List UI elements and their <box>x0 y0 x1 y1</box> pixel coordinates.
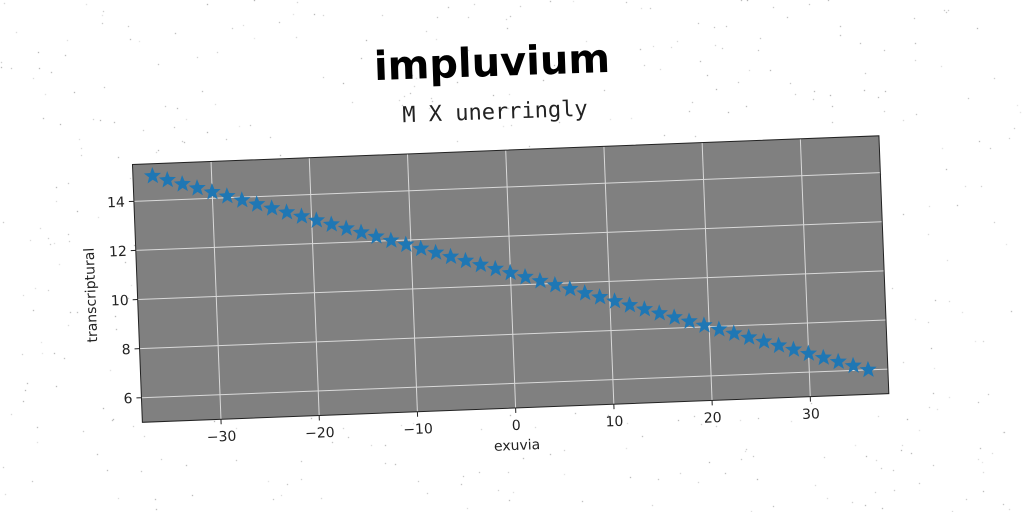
data-point <box>755 332 773 350</box>
y-grid-line <box>137 270 885 301</box>
x-tick-label: −20 <box>305 425 335 442</box>
y-tick-label: 12 <box>109 244 127 261</box>
data-point <box>188 179 206 196</box>
x-tick-label: 30 <box>802 406 820 423</box>
data-point <box>293 207 311 224</box>
x-grid-line <box>210 161 222 420</box>
x-grid-line <box>406 153 418 412</box>
data-point <box>367 227 385 245</box>
data-point <box>859 360 877 378</box>
y-tick-label: 14 <box>107 195 126 212</box>
data-point <box>143 167 162 184</box>
data-point <box>785 340 803 358</box>
data-point <box>263 199 281 216</box>
x-grid-line <box>701 142 713 401</box>
x-axis-label: exuvia <box>494 437 541 455</box>
grid-lines <box>133 138 888 420</box>
data-point <box>352 223 370 241</box>
data-point <box>680 312 698 329</box>
plot-area-group: −30 −20 −10 0 10 20 30 6 8 10 12 14 exuvia transcri… <box>82 135 890 455</box>
data-point <box>307 211 326 228</box>
data-point <box>397 235 415 253</box>
y-grid-line <box>139 319 887 350</box>
data-point <box>606 292 624 309</box>
data-point <box>725 324 743 341</box>
tick-labels: −30 −20 −10 0 10 20 30 6 8 10 12 14 <box>107 195 820 446</box>
x-grid-line <box>505 150 517 408</box>
data-point <box>665 308 683 325</box>
x-tick-label: 20 <box>704 410 722 427</box>
data-point <box>412 239 430 257</box>
data-point <box>337 219 355 236</box>
data-point <box>457 251 475 269</box>
data-point <box>829 352 847 370</box>
data-point <box>710 320 728 337</box>
data-point <box>442 247 460 265</box>
y-grid-line <box>135 221 883 251</box>
x-tick-label: 10 <box>605 414 623 431</box>
data-point <box>382 231 400 249</box>
x-tick-label: −10 <box>403 421 433 438</box>
data-point <box>621 296 639 313</box>
data-point <box>799 344 818 362</box>
data-point <box>740 328 758 345</box>
data-point <box>218 187 236 204</box>
data-point <box>471 255 490 273</box>
data-point <box>546 276 564 293</box>
data-point <box>322 215 340 232</box>
data-point <box>278 203 296 220</box>
data-point <box>561 280 579 297</box>
data-point <box>814 348 832 366</box>
data-points <box>143 167 877 378</box>
data-point <box>650 304 668 321</box>
y-tick-label: 10 <box>111 293 129 310</box>
data-point <box>844 356 862 374</box>
y-tick-label: 8 <box>121 342 131 358</box>
data-point <box>233 191 251 208</box>
data-point <box>591 288 609 305</box>
data-point <box>516 267 534 285</box>
y-grid-line <box>141 368 888 399</box>
y-grid-line <box>133 172 881 202</box>
data-point <box>576 284 594 301</box>
x-tick-label: −30 <box>207 429 237 446</box>
axes <box>128 135 890 425</box>
data-point <box>501 263 519 281</box>
data-point <box>531 271 549 289</box>
data-point <box>695 316 713 333</box>
y-axis-label: transcriptural <box>82 247 102 342</box>
data-point <box>173 175 191 192</box>
data-point <box>203 183 221 200</box>
data-point <box>635 300 654 317</box>
data-point <box>770 336 788 354</box>
data-point <box>427 243 445 261</box>
x-grid-line <box>603 146 615 405</box>
data-point <box>248 195 266 212</box>
data-point <box>486 259 504 277</box>
x-grid-line <box>308 157 320 416</box>
data-point <box>158 171 176 188</box>
y-tick-label: 6 <box>123 391 133 407</box>
x-tick-label: 0 <box>512 418 522 434</box>
